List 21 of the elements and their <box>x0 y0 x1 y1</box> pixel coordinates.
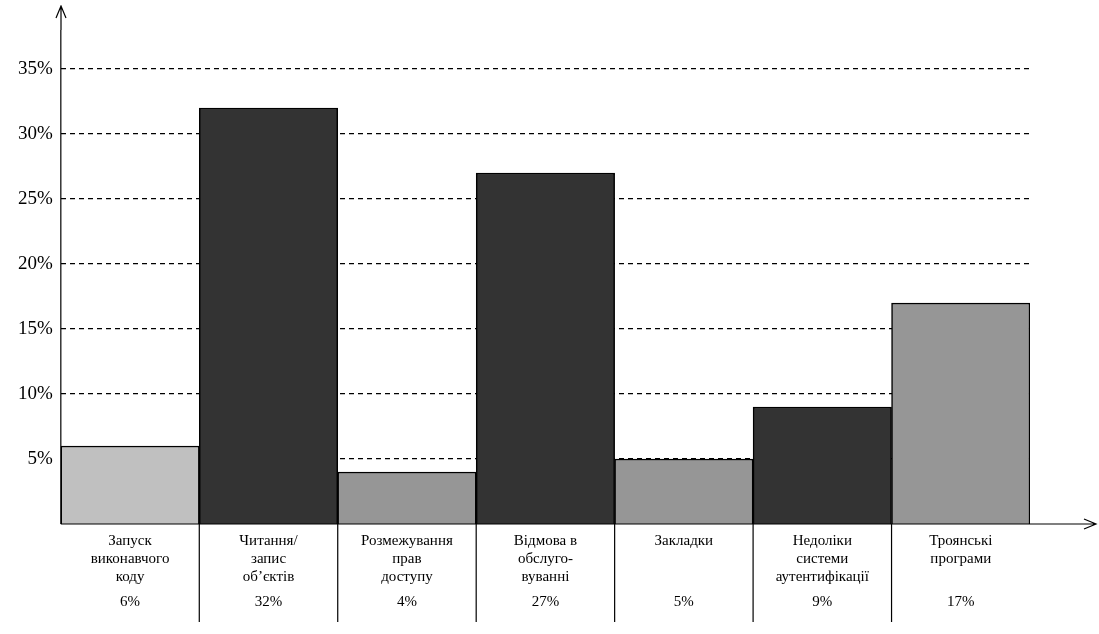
data-label: 6% <box>120 592 141 609</box>
data-label: 17% <box>947 592 975 609</box>
y-tick-label: 10% <box>18 381 53 403</box>
y-tick-label: 35% <box>18 56 53 78</box>
x-tick-label: Недоліки системи аутентифікації <box>775 531 870 584</box>
data-label: 32% <box>254 592 283 609</box>
x-tick-label: Розмежування прав доступу <box>361 531 453 584</box>
y-tick-label: 25% <box>18 186 53 208</box>
y-tick-label: 5% <box>27 446 53 468</box>
y-tick-label: 30% <box>18 121 53 143</box>
x-tick-label: Троянські програми <box>929 531 993 566</box>
data-label: 27% <box>531 592 560 609</box>
data-label: 5% <box>673 592 694 609</box>
x-tick-label: Відмова в обслуго- вуванні <box>513 531 577 584</box>
data-label: 9% <box>812 592 833 609</box>
y-tick-label: 15% <box>18 316 53 338</box>
x-tick-label: Читання/ запис об’єктів <box>239 531 299 584</box>
x-tick-label: Закладки <box>654 531 714 548</box>
y-tick-label: 20% <box>18 251 53 273</box>
data-label: 4% <box>396 592 417 609</box>
x-tick-label: Запуск виконавчого коду <box>90 531 170 584</box>
